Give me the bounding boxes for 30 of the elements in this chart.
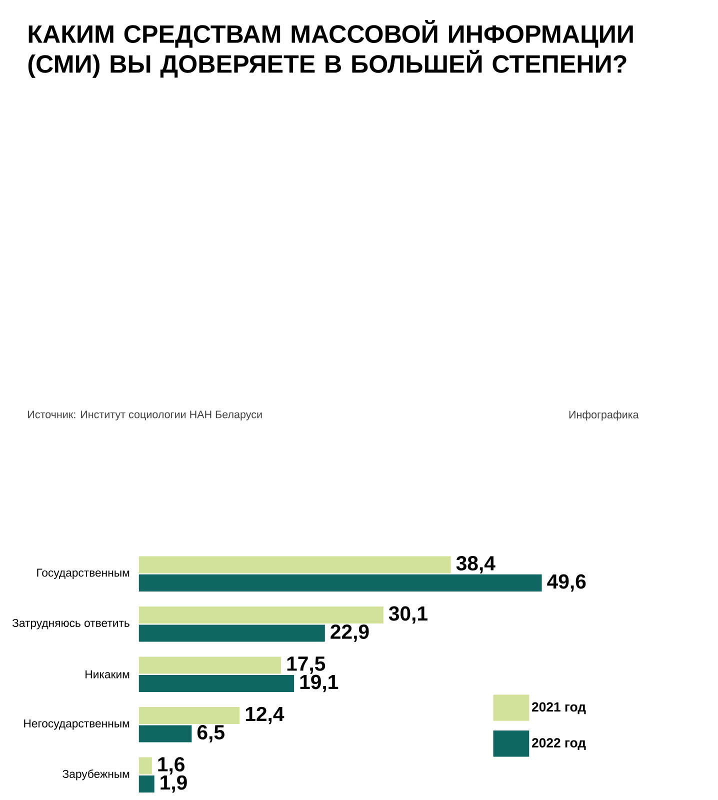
data-label: 1,9 (160, 775, 187, 793)
legend-label: 2021 год (532, 702, 586, 714)
y-tick-label: Зарубежным (62, 770, 130, 780)
data-label: 22,9 (330, 624, 369, 642)
bar (138, 725, 192, 742)
bar (138, 556, 451, 574)
data-label: 1,6 (158, 757, 184, 774)
bar (138, 757, 152, 774)
bar (138, 656, 282, 674)
y-tick-label: Затрудняюсь ответить (12, 618, 130, 630)
bar (138, 606, 384, 624)
data-label: 12,4 (246, 706, 284, 724)
bar (138, 674, 294, 692)
data-label: 19,1 (300, 674, 338, 692)
data-label: 38,4 (456, 556, 496, 574)
y-tick-label: Государственным (37, 568, 130, 579)
legend-label: 2022 год (532, 738, 586, 750)
chart-title: КАКИМ СРЕДСТВАМ МАССОВОЙ ИНФОРМАЦИИ (СМИ) ВЫ ДОВЕРЯЕТЕ В БОЛЬШЕЙ СТЕПЕНИ? (28, 20, 633, 78)
data-label: 6,5 (197, 725, 224, 742)
data-label: 30,1 (388, 606, 428, 624)
bar (138, 706, 240, 724)
data-label: 49,6 (547, 574, 586, 592)
bar (138, 775, 154, 793)
bar (138, 624, 325, 642)
data-label: 17,5 (287, 656, 326, 674)
y-tick-label: Негосударственным (24, 720, 130, 730)
bar (138, 574, 542, 592)
text: Источник: Институт социологии НАН Беларуси (28, 410, 262, 420)
text: Инфографика (569, 410, 639, 421)
y-tick-label: Никаким (86, 670, 130, 678)
